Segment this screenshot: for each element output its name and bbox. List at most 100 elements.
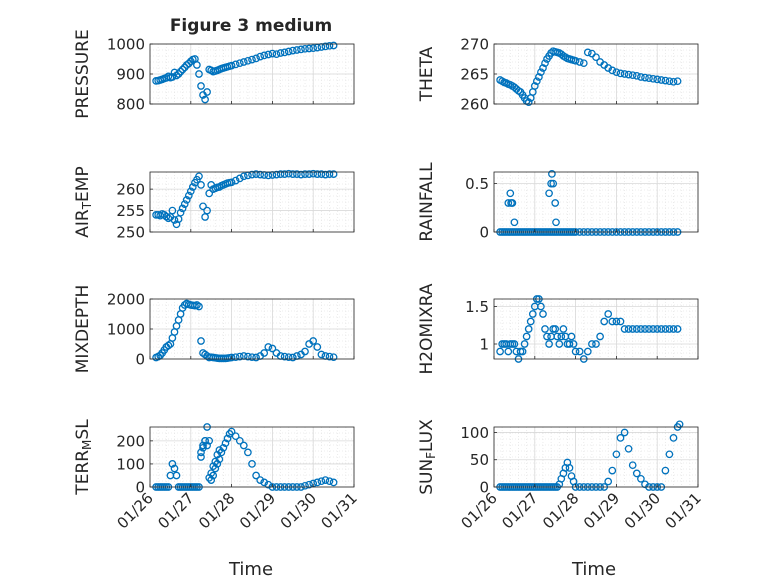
data-point <box>673 77 682 86</box>
x-tick-label: 01/30 <box>277 489 320 532</box>
data-point <box>199 202 207 211</box>
data-point <box>528 310 537 318</box>
subplot-rainfall: 0 0.5 RAINFALL <box>417 162 699 242</box>
data-point <box>565 340 574 348</box>
y-tick-label: 2000 <box>107 291 145 309</box>
data-point <box>612 68 621 77</box>
data-point <box>280 352 289 361</box>
data-point <box>313 478 322 487</box>
data-point <box>520 340 529 348</box>
data-point <box>608 317 617 326</box>
data-point <box>252 353 260 362</box>
y-axis-label: THETA <box>417 46 437 102</box>
y-tick-label: 0 <box>479 479 489 497</box>
data-point <box>665 450 674 459</box>
data-point <box>244 448 252 457</box>
data-point <box>272 170 281 179</box>
data-point <box>288 46 297 55</box>
data-point <box>628 461 637 470</box>
y-tick-label: 270 <box>460 36 489 54</box>
axes-box <box>493 426 699 488</box>
data-point <box>235 352 244 361</box>
data-point <box>588 340 596 348</box>
data-point <box>248 353 256 362</box>
data-point <box>612 317 621 326</box>
data-point <box>596 332 604 341</box>
data-point <box>223 434 232 443</box>
data-point <box>199 443 207 452</box>
data-point <box>235 59 244 68</box>
data-point <box>313 170 322 178</box>
data-point <box>543 332 551 341</box>
data-point <box>301 170 309 178</box>
data-point <box>661 466 670 475</box>
figure-title: Figure 3 medium <box>170 16 332 36</box>
data-point <box>168 206 177 215</box>
data-point <box>201 95 209 104</box>
data-point <box>260 51 269 60</box>
data-point <box>168 73 177 81</box>
data-point <box>508 199 517 207</box>
data-point <box>215 446 224 454</box>
data-point <box>203 88 211 96</box>
data-point <box>199 441 207 450</box>
x-tick-label: 01/29 <box>580 489 623 532</box>
data-point <box>195 172 203 181</box>
data-point <box>653 325 662 333</box>
y-tick-label: 260 <box>116 181 145 199</box>
data-point <box>628 325 637 333</box>
data-point <box>178 204 187 213</box>
data-point <box>197 82 205 90</box>
y-axis-label: AIRTEMP <box>73 166 94 237</box>
data-point <box>252 471 260 480</box>
data-point <box>195 70 203 78</box>
data-point <box>637 325 645 333</box>
data-point <box>239 58 248 66</box>
data-point <box>305 170 313 178</box>
data-point <box>268 344 277 353</box>
data-point <box>227 61 236 70</box>
data-point <box>616 434 625 442</box>
data-point <box>504 347 513 356</box>
data-point <box>600 317 609 326</box>
data-point <box>524 325 533 333</box>
data-point <box>260 349 269 357</box>
data-point <box>539 310 547 318</box>
data-point <box>545 189 553 198</box>
data-point <box>661 325 670 333</box>
y-axis-label: PRESSURE <box>73 29 93 118</box>
data-point <box>170 216 179 224</box>
data-point <box>604 310 613 318</box>
data-point <box>276 170 285 178</box>
data-point <box>184 59 193 68</box>
data-point <box>280 170 289 178</box>
y-tick-label: 265 <box>460 66 489 84</box>
data-point <box>215 455 224 464</box>
data-point <box>669 77 678 86</box>
y-tick-label: 0 <box>479 224 489 242</box>
data-point <box>248 55 256 64</box>
data-point <box>649 325 657 333</box>
data-point <box>203 206 211 215</box>
data-point <box>166 471 175 480</box>
data-point <box>197 337 205 345</box>
data-point <box>325 41 334 50</box>
data-point <box>641 73 649 82</box>
x-tick-label: 01/31 <box>662 489 705 532</box>
data-point <box>583 347 592 356</box>
x-tick-label: 01/29 <box>236 489 279 532</box>
data-point <box>675 420 684 429</box>
y-tick-label: 0.5 <box>465 175 489 193</box>
data-point <box>641 325 649 333</box>
data-point <box>162 212 171 221</box>
y-tick-label: 255 <box>116 202 145 220</box>
y-axis-label: H2OMIXRA <box>417 283 437 374</box>
y-tick-label: 100 <box>116 455 145 473</box>
data-point <box>632 325 641 333</box>
data-point <box>227 427 236 436</box>
data-point <box>321 42 330 51</box>
data-point <box>535 73 543 81</box>
y-tick-label: 260 <box>460 96 489 114</box>
data-point <box>252 170 260 178</box>
